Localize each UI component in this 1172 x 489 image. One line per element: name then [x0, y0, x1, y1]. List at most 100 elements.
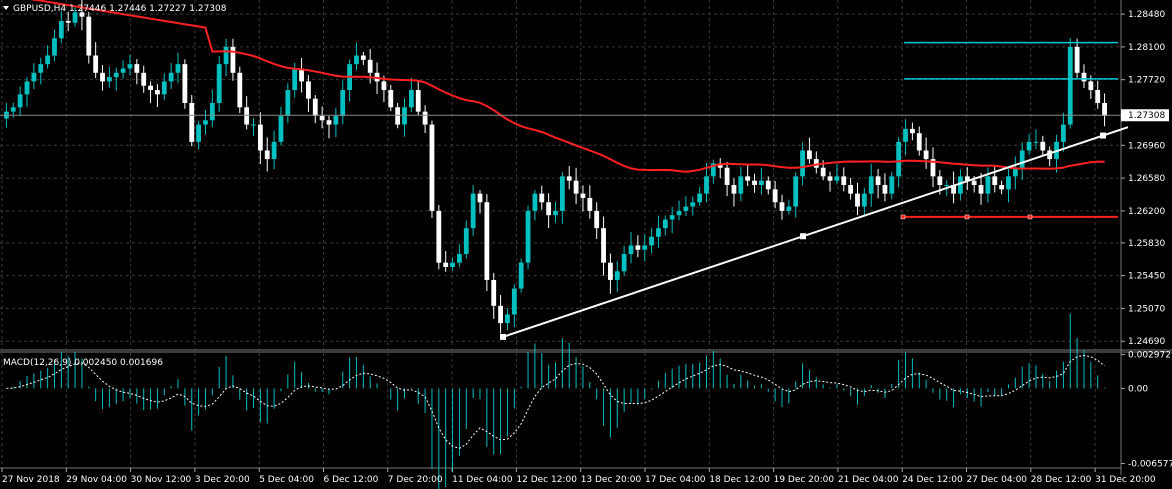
candle-body [758, 180, 764, 185]
trendline-anchor-point [1100, 132, 1106, 139]
candle-body [429, 124, 435, 211]
candle-body [1019, 150, 1025, 168]
candle-body [1033, 141, 1039, 143]
candle-body [477, 193, 483, 203]
candle-body [937, 176, 943, 185]
chart-header[interactable]: GBPUSD,H4 1.27446 1.27446 1.27227 1.2730… [3, 4, 227, 14]
macd-panel[interactable] [6, 313, 1106, 489]
candle-body [1012, 167, 1018, 177]
candle-body [642, 245, 648, 250]
candle-body [292, 68, 298, 91]
price-tick-label: 1.26580 [1128, 174, 1165, 184]
candle-body [38, 64, 44, 73]
price-tick-label: 1.24690 [1128, 337, 1165, 347]
candle-body [882, 184, 888, 194]
candle-body [903, 128, 908, 142]
candle-body [230, 46, 236, 73]
candle-body [807, 150, 812, 160]
candle-body [1095, 90, 1101, 103]
candle-body [951, 184, 956, 194]
candle-body [134, 64, 140, 73]
candle-body [203, 120, 208, 125]
candle-body [669, 215, 675, 220]
current-price-label: 1.27308 [1128, 111, 1165, 121]
candle-body [923, 150, 929, 160]
candle-body [1040, 141, 1046, 151]
candle-body [1074, 46, 1080, 73]
time-tick-label: 17 Dec 04:00 [645, 475, 706, 485]
overlays[interactable]: 1.27308 [0, 0, 1169, 340]
candle-body [525, 210, 531, 263]
candle-body [628, 245, 634, 255]
candle-body [820, 167, 826, 177]
candle-body [216, 64, 222, 103]
candle-body [436, 210, 442, 263]
candle-body [1026, 141, 1032, 151]
candle-body [31, 72, 37, 82]
candles[interactable] [4, 0, 1107, 334]
candle-body [793, 176, 799, 207]
trendline-anchor-point [800, 233, 806, 240]
time-tick-label: 28 Dec 12:00 [1031, 475, 1092, 485]
candle-body [656, 228, 661, 237]
candle-body [264, 150, 270, 160]
candle-body [360, 55, 366, 60]
candle-body [408, 90, 414, 108]
candle-body [58, 20, 64, 39]
candle-body [992, 176, 998, 185]
candle-body [518, 262, 524, 289]
candle-body [340, 90, 346, 116]
candle-body [470, 193, 476, 229]
candle-body [148, 85, 153, 91]
price-tick-label: 1.27720 [1128, 76, 1165, 86]
candle-body [532, 193, 538, 211]
candle-body [683, 206, 689, 211]
candle-body [457, 254, 462, 263]
candle-body [155, 90, 160, 95]
axes: 1.28480 1.28100 1.27720 1.26960 1.26580 1.262… [1, 10, 1172, 485]
candle-body [65, 20, 71, 23]
candle-body [72, 12, 78, 23]
candle-body [1067, 46, 1073, 125]
candle-body [573, 180, 579, 194]
candle-body [285, 90, 291, 116]
macd-tick-label: 0.002972 [1128, 350, 1171, 360]
candle-body [834, 176, 840, 181]
candle-body [484, 202, 490, 280]
candle-body [113, 72, 119, 78]
time-tick-label: 3 Dec 20:00 [195, 475, 250, 485]
candle-body [861, 193, 867, 207]
time-tick-label: 27 Nov 2018 [2, 475, 60, 485]
candle-body [237, 72, 243, 108]
candle-body [608, 262, 613, 280]
candle-body [930, 159, 936, 177]
candle-body [388, 90, 394, 108]
time-tick-label: 19 Dec 20:00 [774, 475, 835, 485]
trendline-anchor-point [500, 333, 506, 340]
macd-header: MACD(12,26,9) 0.002450 0.001696 [3, 358, 163, 368]
candle-body [601, 228, 606, 263]
candle-body [800, 150, 805, 177]
time-tick-label: 18 Dec 12:00 [709, 475, 770, 485]
triangle-down-icon[interactable] [3, 6, 9, 10]
time-tick-label: 21 Dec 04:00 [838, 475, 899, 485]
candle-body [498, 305, 503, 324]
candle-body [779, 202, 785, 211]
candle-body [745, 176, 751, 181]
candle-body [127, 64, 133, 69]
time-tick-label: 30 Nov 12:00 [131, 475, 192, 485]
candle-body [141, 72, 147, 86]
price-tick-label: 1.28480 [1128, 10, 1165, 20]
candle-body [86, 16, 92, 56]
candle-body [621, 254, 627, 272]
candle-body [367, 59, 373, 73]
time-tick-label: 24 Dec 12:00 [902, 475, 963, 485]
macd-tick-label: -0.006577 [1128, 459, 1172, 469]
time-tick-label: 29 Nov 04:00 [66, 475, 127, 485]
candle-body [1088, 81, 1094, 91]
candle-body [731, 184, 737, 194]
candle-body [553, 210, 558, 216]
candle-body [196, 124, 202, 142]
